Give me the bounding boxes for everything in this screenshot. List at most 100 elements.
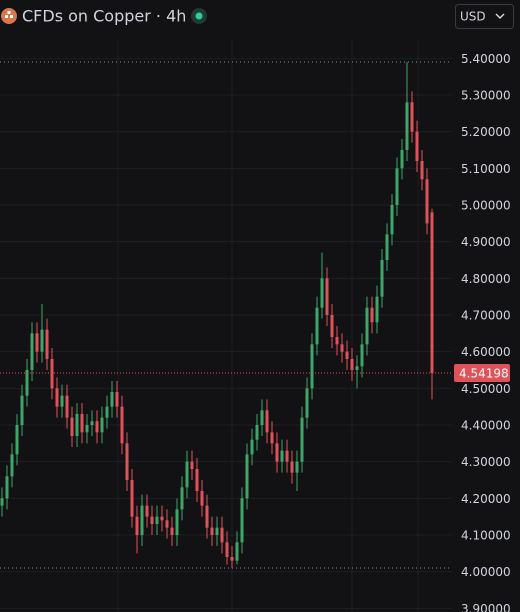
y-tick-label: 4.40000 xyxy=(461,419,511,433)
candle-body xyxy=(275,443,279,462)
candle-body xyxy=(405,102,409,150)
candle-body xyxy=(350,359,354,370)
candle-body xyxy=(315,307,319,345)
y-tick-label: 4.70000 xyxy=(461,309,511,323)
candle-body xyxy=(235,542,239,561)
candle-body xyxy=(400,150,404,169)
candle-body xyxy=(365,307,369,345)
candle-body xyxy=(35,333,39,352)
candle-body xyxy=(180,487,184,510)
candle-body xyxy=(60,395,64,407)
candle-body xyxy=(20,395,24,425)
symbol-icon xyxy=(1,8,17,24)
candle-body xyxy=(330,315,334,337)
candle-body xyxy=(195,469,199,491)
currency-label[interactable]: USD xyxy=(460,10,486,24)
candle-body xyxy=(205,505,209,528)
candle-body xyxy=(360,344,364,367)
candle-body xyxy=(55,388,59,407)
candle-body xyxy=(145,505,149,517)
candle-body xyxy=(75,414,79,436)
candle-body xyxy=(80,414,84,433)
candle-body xyxy=(30,333,34,370)
candle-body xyxy=(280,450,284,462)
candle-body xyxy=(95,421,99,433)
candle-body xyxy=(370,307,374,323)
y-tick-label: 3.90000 xyxy=(461,602,511,612)
candle-body xyxy=(430,212,434,373)
candle-body xyxy=(25,370,29,396)
candle-body xyxy=(150,516,154,524)
candle-body xyxy=(245,454,249,499)
candle-body xyxy=(230,557,234,561)
candle-body xyxy=(425,179,429,224)
candle-body xyxy=(100,417,104,433)
candle-body xyxy=(15,425,19,455)
y-tick-label: 4.80000 xyxy=(461,272,511,286)
candle-body xyxy=(90,421,94,425)
candle-body xyxy=(0,498,4,506)
y-tick-label: 5.00000 xyxy=(461,199,511,213)
y-tick-label: 4.60000 xyxy=(461,345,511,359)
candle-body xyxy=(300,417,304,462)
candle-body xyxy=(255,425,259,440)
candle-body xyxy=(270,432,274,444)
candle-body xyxy=(130,480,134,517)
candle-body xyxy=(390,205,394,235)
candle-body xyxy=(375,296,379,323)
last-price-badge xyxy=(454,363,510,382)
candle-body xyxy=(70,417,74,436)
candle-body xyxy=(155,516,159,524)
symbol-icon-part xyxy=(10,15,13,18)
y-tick-label: 4.90000 xyxy=(461,235,511,249)
candle-body xyxy=(40,329,44,352)
candle-body xyxy=(175,509,179,535)
candle-body xyxy=(120,406,124,444)
last-price-label: 4.54198 xyxy=(459,366,509,380)
candle-body xyxy=(345,351,349,359)
y-tick-label: 4.50000 xyxy=(461,382,511,396)
y-tick-label: 5.40000 xyxy=(461,52,511,66)
candle-body xyxy=(105,406,109,418)
candle-body xyxy=(340,344,344,352)
candle-body xyxy=(410,102,414,132)
candle-body xyxy=(225,542,229,557)
candle-body xyxy=(295,461,299,473)
y-tick-label: 5.30000 xyxy=(461,89,511,103)
dropdown-caret[interactable] xyxy=(495,13,505,20)
symbol-icon-part xyxy=(5,15,8,18)
symbol-icon-part xyxy=(7,11,11,14)
candle-body xyxy=(355,366,359,370)
candle-body xyxy=(5,476,9,499)
candle-body xyxy=(140,505,144,535)
candle-body xyxy=(115,392,119,407)
candle-body xyxy=(260,410,264,425)
candle-body xyxy=(160,516,164,521)
candle-body xyxy=(385,234,389,260)
candle-body xyxy=(420,161,424,180)
candle-body xyxy=(45,329,49,359)
candle-body xyxy=(185,461,189,488)
candle-body xyxy=(380,260,384,297)
y-tick-label: 4.30000 xyxy=(461,455,511,469)
currency-dropdown[interactable] xyxy=(455,4,514,29)
candle-body xyxy=(200,491,204,506)
candle-body xyxy=(220,527,224,543)
candle-body xyxy=(285,450,289,462)
candle-body xyxy=(320,278,324,308)
candle-body xyxy=(125,443,129,480)
y-tick-label: 5.10000 xyxy=(461,162,511,176)
candle-body xyxy=(335,337,339,345)
candle-body xyxy=(10,454,14,477)
candle-body xyxy=(210,527,214,535)
candle-body xyxy=(135,516,139,535)
candle-body xyxy=(110,392,114,407)
y-tick-label: 4.00000 xyxy=(461,565,511,579)
candle-body xyxy=(50,359,54,389)
y-tick-label: 4.10000 xyxy=(461,529,511,543)
candle-body xyxy=(395,168,399,205)
y-tick-label: 4.20000 xyxy=(461,492,511,506)
candle-body xyxy=(165,520,169,528)
